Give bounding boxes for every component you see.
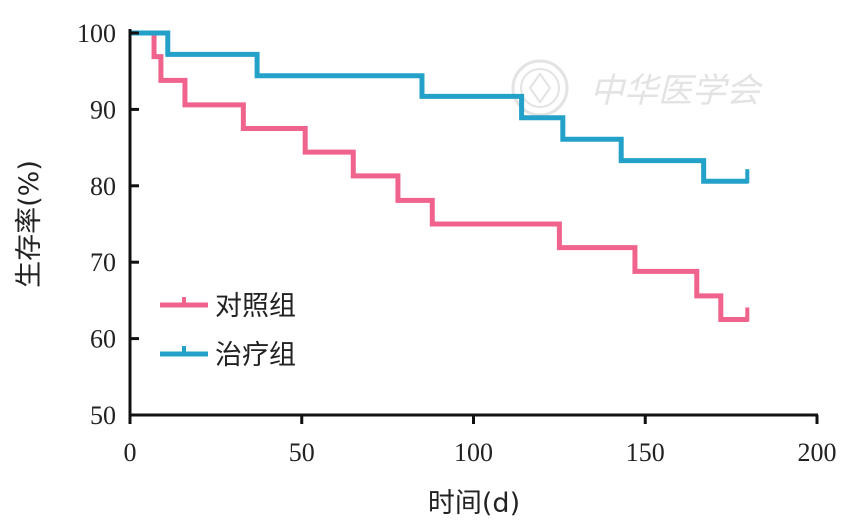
y-axis-title: 生存率(%) <box>14 160 45 288</box>
y-tick-label: 70 <box>90 248 116 277</box>
y-tick-label: 60 <box>90 325 116 354</box>
axes: 50 60 70 80 90 100 0 50 100 150 200 <box>77 19 837 467</box>
x-tick-label: 200 <box>798 438 837 467</box>
series-line-0 <box>130 30 749 322</box>
x-tick-label: 100 <box>454 438 493 467</box>
legend-label-0: 对照组 <box>215 291 296 322</box>
legend-label-1: 治疗组 <box>215 340 296 371</box>
y-tick-label: 90 <box>90 95 116 124</box>
y-tick-label: 100 <box>77 19 116 48</box>
y-tick-label: 50 <box>90 401 116 430</box>
x-tick-label: 150 <box>626 438 665 467</box>
x-tick-label: 0 <box>124 438 137 467</box>
x-axis-title: 时间(d) <box>428 488 520 519</box>
x-tick-label: 50 <box>289 438 315 467</box>
series-line-1 <box>130 30 749 184</box>
y-tick-label: 80 <box>90 172 116 201</box>
plot-area <box>130 30 750 322</box>
watermark-seal-icon <box>511 59 569 117</box>
watermark-text: 中华医学会 <box>590 71 764 111</box>
watermark: 中华医学会 <box>511 59 764 117</box>
